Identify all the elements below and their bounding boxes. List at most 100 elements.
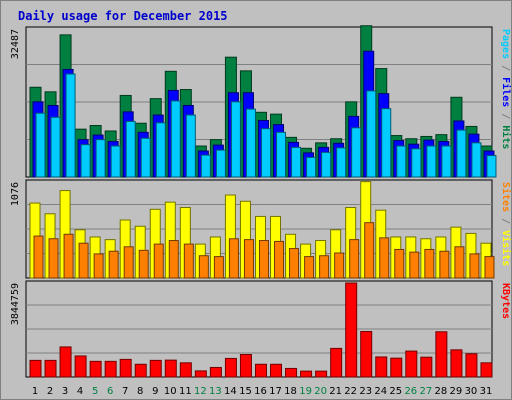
x-tick-label-24: 24: [374, 386, 387, 397]
top-bar-pages-28: [441, 145, 452, 178]
x-tick-label-20: 20: [314, 386, 327, 397]
bot-bar-kbytes-25: [390, 357, 403, 378]
mid-bar-sites-2: [48, 238, 59, 279]
mid-legend-label: Sites / Visits: [500, 182, 512, 266]
mid-bar-sites-4: [78, 242, 89, 279]
mid-bar-sites-1: [33, 235, 44, 279]
mid-bar-sites-23: [364, 222, 375, 279]
top-legend-part: Files: [500, 77, 512, 107]
x-tick-label-23: 23: [359, 386, 372, 397]
x-tick-label-22: 22: [344, 386, 357, 397]
bot-bar-kbytes-6: [104, 360, 117, 378]
x-tick-label-9: 9: [152, 386, 158, 397]
x-tick-label-27: 27: [419, 386, 432, 397]
top-bar-pages-19: [306, 156, 317, 178]
top-bar-pages-21: [336, 147, 347, 178]
bot-bar-kbytes-11: [179, 362, 192, 378]
bot-bar-kbytes-2: [44, 359, 57, 378]
top-bar-pages-30: [471, 142, 482, 178]
top-bar-pages-6: [110, 145, 121, 178]
mid-bar-sites-6: [108, 250, 119, 279]
bot-bar-kbytes-27: [420, 356, 433, 378]
bot-bar-kbytes-9: [149, 359, 162, 378]
top-bar-pages-10: [170, 100, 181, 178]
x-tick-label-31: 31: [480, 386, 493, 397]
bot-bar-kbytes-19: [300, 370, 313, 378]
mid-bar-sites-8: [138, 249, 149, 279]
mid-bar-sites-11: [183, 243, 194, 279]
mid-bar-sites-24: [379, 237, 390, 279]
x-tick-label-10: 10: [164, 386, 177, 397]
top-legend-part: Pages: [500, 29, 511, 59]
bot-ymax-label: 3844759: [10, 283, 21, 325]
mid-bar-sites-21: [334, 252, 345, 279]
mid-legend-part: /: [500, 212, 511, 230]
bot-bar-kbytes-26: [405, 350, 418, 378]
x-tick-label-11: 11: [179, 386, 192, 397]
mid-bar-sites-12: [198, 255, 209, 279]
bot-bar-kbytes-10: [164, 359, 177, 378]
mid-bar-sites-14: [228, 238, 239, 279]
bot-bar-kbytes-28: [435, 331, 448, 378]
mid-bar-sites-26: [409, 251, 420, 279]
mid-bar-sites-29: [454, 246, 465, 279]
bot-bar-kbytes-5: [89, 360, 102, 378]
mid-legend-part: Visits: [500, 230, 512, 266]
x-tick-label-5: 5: [92, 386, 98, 397]
mid-bar-sites-3: [63, 233, 74, 279]
top-bar-pages-17: [276, 131, 287, 178]
bot-bar-kbytes-13: [209, 366, 222, 378]
top-bar-pages-8: [140, 137, 151, 178]
bot-bar-kbytes-23: [360, 331, 373, 378]
mid-bar-sites-20: [319, 255, 330, 279]
bot-legend-label: KBytes: [500, 283, 511, 319]
bot-bar-kbytes-20: [315, 370, 328, 378]
x-tick-label-15: 15: [239, 386, 252, 397]
mid-bar-sites-31: [484, 256, 495, 279]
mid-bar-sites-10: [168, 240, 179, 279]
top-bar-pages-22: [351, 127, 362, 178]
top-bar-pages-23: [366, 90, 377, 178]
top-legend-part: /: [500, 59, 511, 77]
bot-bar-kbytes-14: [224, 357, 237, 378]
mid-bar-sites-18: [289, 248, 300, 279]
bot-bar-kbytes-1: [29, 359, 42, 378]
bot-bar-kbytes-17: [270, 363, 283, 378]
top-bar-pages-24: [381, 108, 392, 178]
top-bar-pages-1: [35, 112, 46, 178]
x-tick-label-13: 13: [209, 386, 222, 397]
bot-bar-kbytes-24: [375, 356, 388, 378]
top-bar-pages-13: [215, 149, 226, 178]
mid-bar-sites-22: [349, 239, 360, 279]
top-legend-part: /: [500, 107, 511, 125]
x-tick-label-19: 19: [299, 386, 312, 397]
top-bar-pages-15: [245, 108, 256, 178]
top-legend-part: Hits: [500, 125, 512, 149]
mid-bar-sites-30: [469, 253, 480, 279]
x-tick-label-25: 25: [389, 386, 402, 397]
chart-title: Daily usage for December 2015: [18, 9, 228, 23]
top-bar-pages-16: [260, 128, 271, 178]
mid-bar-sites-16: [258, 240, 269, 279]
bot-bar-kbytes-22: [345, 282, 358, 378]
x-tick-label-3: 3: [62, 386, 68, 397]
top-bar-pages-9: [155, 122, 166, 178]
bot-bar-kbytes-8: [134, 363, 147, 378]
x-tick-label-12: 12: [194, 386, 207, 397]
x-tick-label-4: 4: [77, 386, 83, 397]
x-tick-label-21: 21: [329, 386, 342, 397]
x-tick-label-16: 16: [254, 386, 267, 397]
top-bar-pages-11: [185, 114, 196, 178]
top-bar-pages-14: [230, 101, 241, 178]
mid-bar-sites-17: [274, 240, 285, 279]
x-tick-label-7: 7: [122, 386, 128, 397]
bot-bar-kbytes-31: [480, 362, 493, 378]
top-bar-pages-29: [456, 129, 467, 178]
bot-bar-kbytes-3: [59, 346, 72, 378]
mid-bar-sites-9: [153, 243, 164, 279]
mid-bar-sites-15: [243, 239, 254, 279]
top-ymax-label: 32487: [10, 29, 21, 59]
mid-ymax-label: 1076: [10, 182, 21, 206]
x-tick-label-18: 18: [284, 386, 297, 397]
